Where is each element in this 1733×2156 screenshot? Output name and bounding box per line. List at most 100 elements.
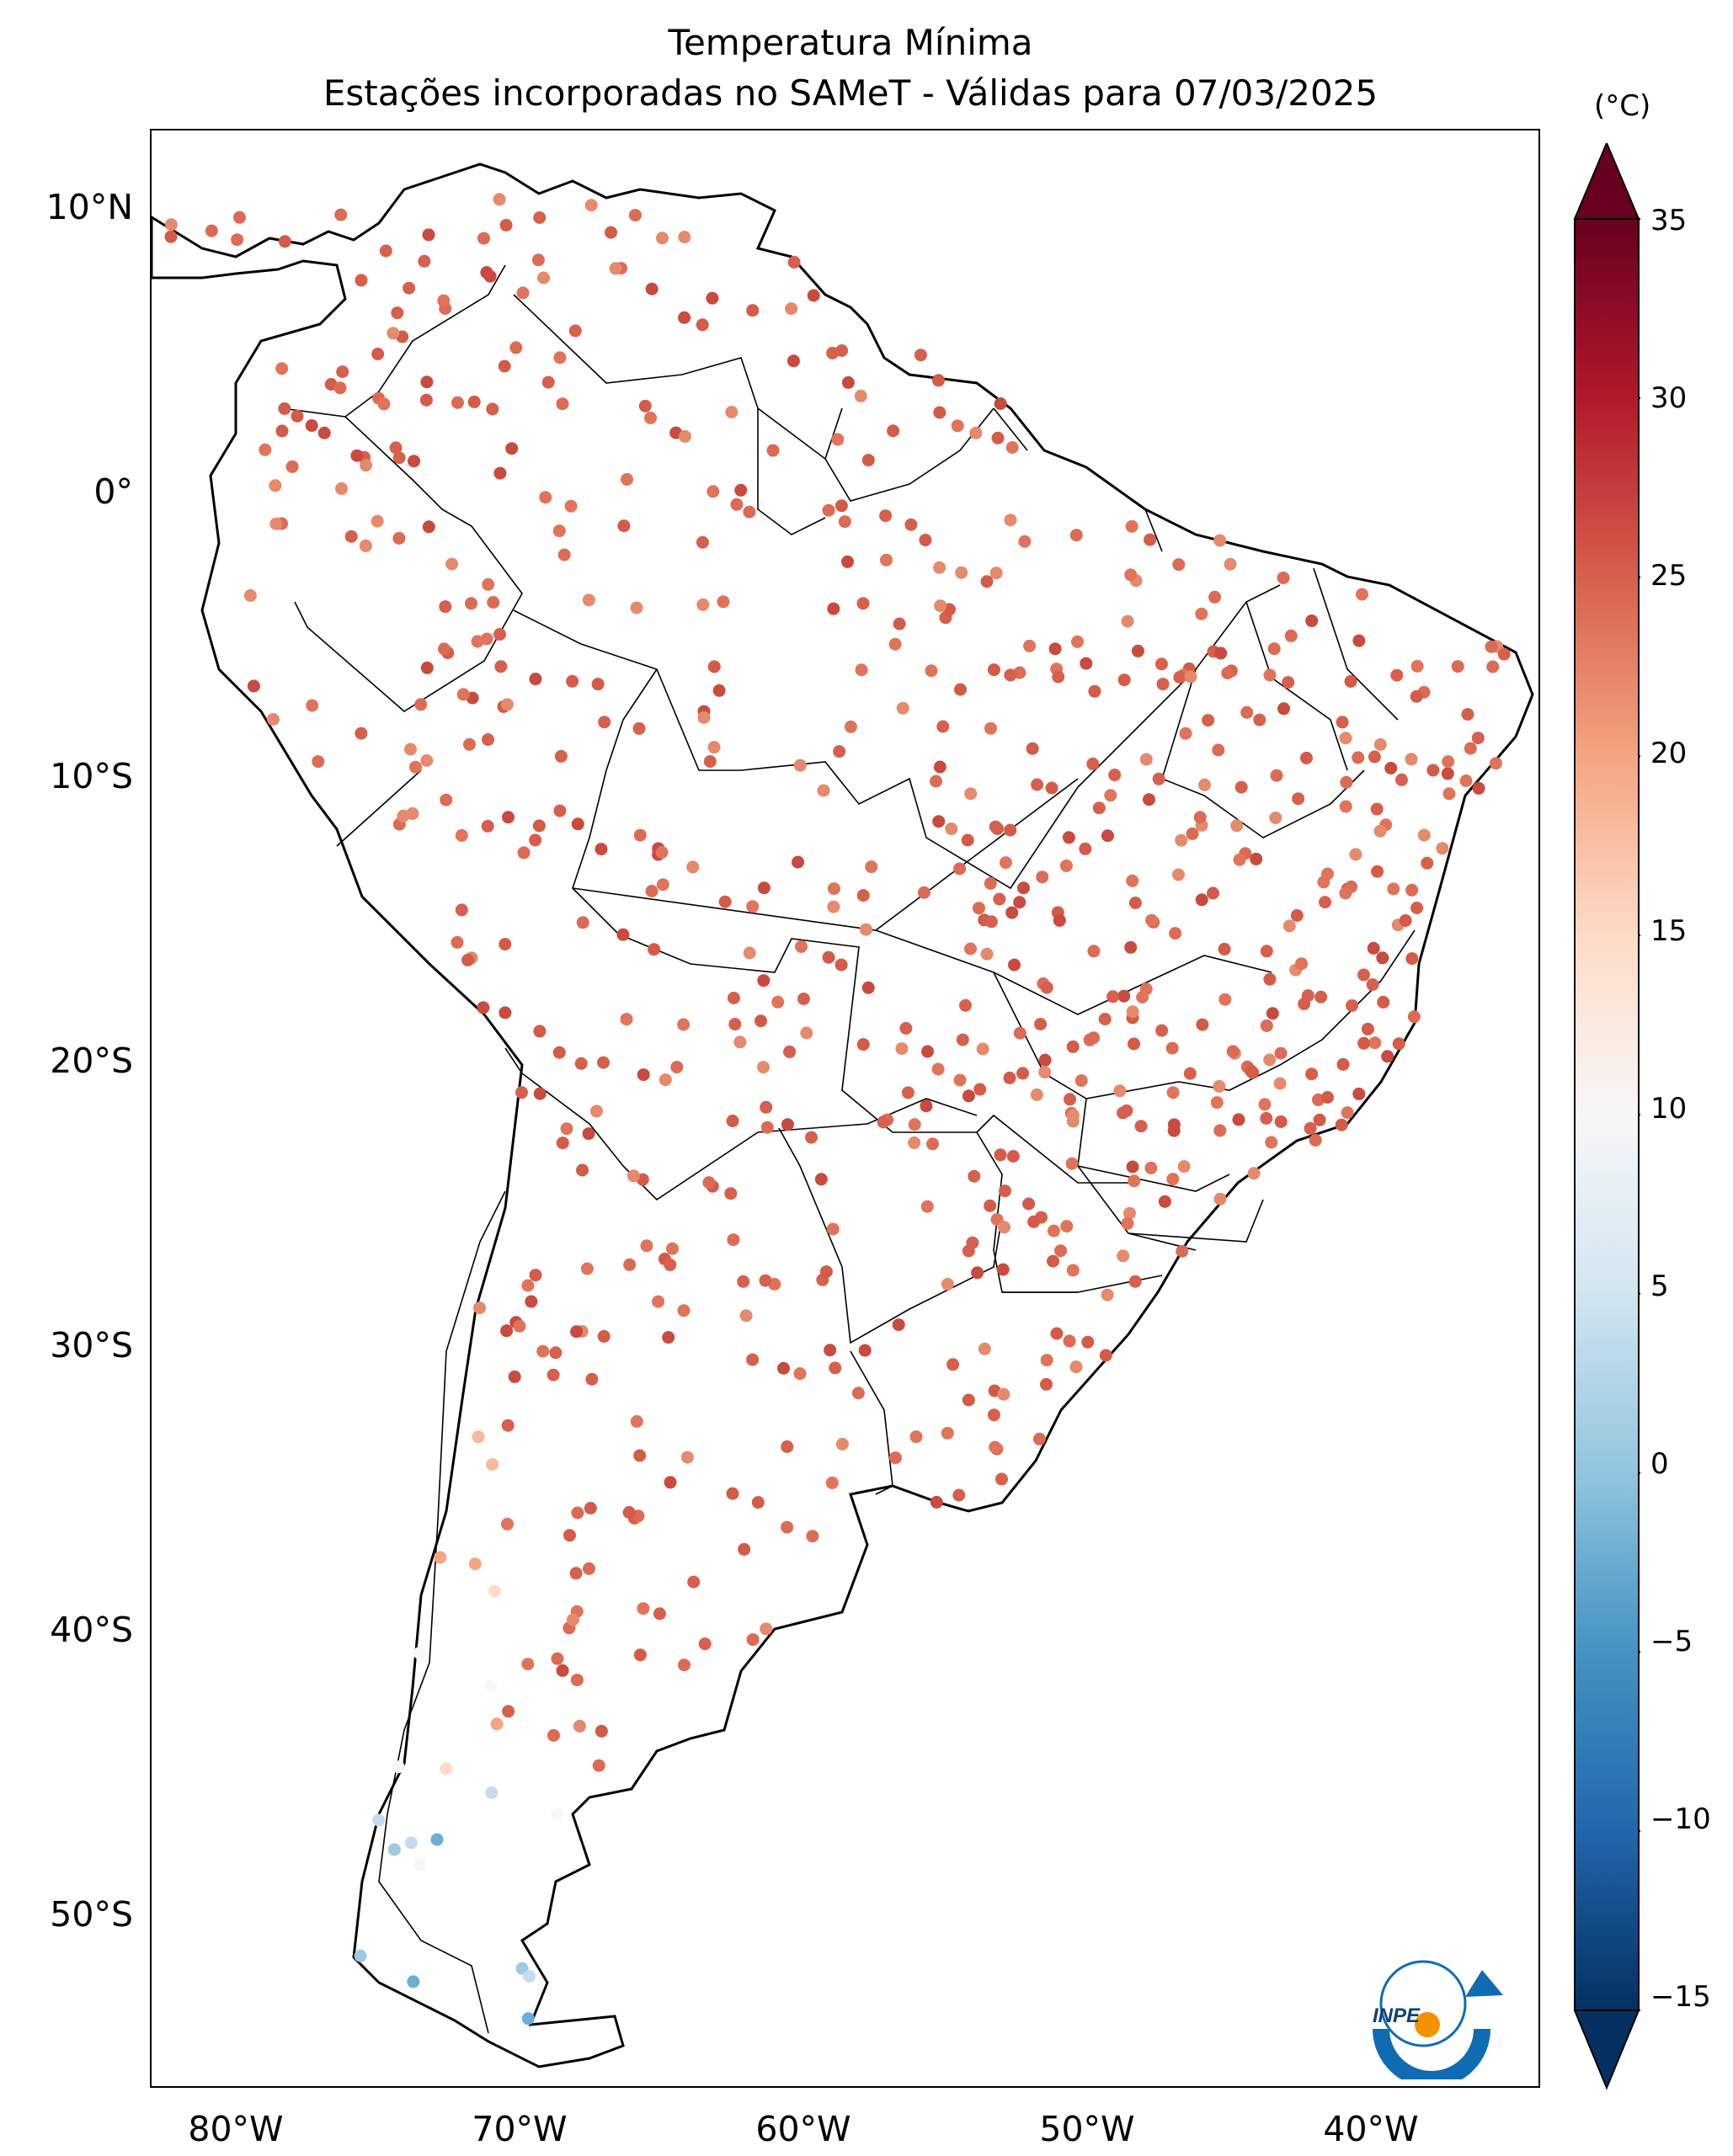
station-point <box>1367 941 1380 955</box>
station-point <box>856 597 870 610</box>
station-point <box>569 1567 583 1580</box>
colorbar-tick-20: 20 <box>1650 737 1688 770</box>
station-point <box>266 713 280 726</box>
station-point <box>1253 713 1266 727</box>
station-point <box>993 892 1006 906</box>
station-point <box>1260 1019 1273 1032</box>
station-point <box>1123 1206 1136 1220</box>
station-point <box>1230 819 1244 833</box>
station-point <box>1260 1111 1273 1125</box>
station-point <box>501 1517 514 1530</box>
colorbar-tick-10: 10 <box>1650 1092 1688 1126</box>
station-point <box>1356 588 1368 601</box>
station-point <box>1186 827 1199 840</box>
station-point <box>1357 1036 1371 1050</box>
station-point <box>547 1368 560 1381</box>
station-point <box>1284 629 1298 642</box>
station-point <box>1125 519 1138 533</box>
station-point <box>1300 751 1313 764</box>
station-point <box>1195 893 1208 907</box>
station-point <box>1441 767 1454 780</box>
station-point <box>1004 514 1017 527</box>
station-point <box>856 1038 870 1051</box>
station-point <box>164 218 178 232</box>
station-point <box>933 406 946 419</box>
station-point <box>1292 792 1305 806</box>
station-point <box>627 1169 640 1183</box>
station-point <box>678 231 691 244</box>
station-point <box>1113 1084 1127 1098</box>
station-point <box>920 1099 933 1113</box>
station-point <box>743 946 756 960</box>
station-point <box>549 1346 563 1360</box>
station-point <box>999 1184 1011 1198</box>
station-point <box>856 889 870 902</box>
station-point <box>414 698 428 711</box>
station-point <box>807 289 820 302</box>
station-point <box>1405 883 1419 897</box>
station-points <box>164 193 1511 2026</box>
colorbar-tick-15: 15 <box>1650 914 1688 948</box>
station-point <box>819 1265 833 1279</box>
station-point <box>451 935 464 949</box>
station-point <box>1208 590 1222 604</box>
station-point <box>827 882 840 896</box>
station-point <box>1277 571 1290 584</box>
station-point <box>991 431 1005 445</box>
station-point <box>1066 1040 1080 1053</box>
station-point <box>1176 1244 1189 1258</box>
station-point <box>800 1026 813 1040</box>
station-point <box>783 1045 796 1058</box>
station-point <box>278 402 291 415</box>
station-point <box>814 1173 828 1186</box>
station-point <box>445 557 459 571</box>
station-point <box>1221 667 1234 679</box>
station-point <box>851 1387 865 1400</box>
station-point <box>547 1728 560 1742</box>
station-point <box>1005 906 1019 919</box>
station-point <box>1218 993 1232 1006</box>
station-point <box>655 846 669 859</box>
station-point <box>312 755 325 769</box>
station-point <box>413 1858 427 1871</box>
station-point <box>760 1100 773 1114</box>
station-point <box>822 503 835 517</box>
station-point <box>409 760 422 774</box>
station-point <box>730 498 744 511</box>
station-point <box>633 1648 647 1662</box>
station-point <box>1497 647 1511 661</box>
station-point <box>1128 1037 1140 1051</box>
station-point <box>930 1495 943 1509</box>
station-point <box>1126 1160 1139 1174</box>
station-point <box>718 895 732 908</box>
station-point <box>1117 1106 1129 1120</box>
station-point <box>574 1057 588 1070</box>
station-point <box>1301 989 1314 1003</box>
station-point <box>1145 913 1159 927</box>
lat-label-0: 0° <box>93 471 133 512</box>
station-point <box>824 1344 837 1357</box>
station-point <box>1213 1079 1226 1093</box>
station-point <box>404 743 417 756</box>
lon-label-40w: 40°W <box>1323 2109 1419 2149</box>
station-point <box>487 596 500 609</box>
station-point <box>1377 995 1390 1009</box>
station-point <box>945 822 958 835</box>
station-point <box>951 419 964 433</box>
station-point <box>533 1025 547 1038</box>
station-point <box>1060 1220 1074 1233</box>
station-point <box>738 1542 751 1556</box>
station-point <box>430 1833 444 1846</box>
station-point <box>638 399 652 413</box>
station-point <box>1274 1115 1288 1128</box>
station-point <box>1156 678 1170 691</box>
station-point <box>1040 1377 1053 1391</box>
station-point <box>706 291 719 305</box>
station-point <box>499 1006 512 1019</box>
station-point <box>554 749 568 763</box>
station-point <box>231 233 244 247</box>
station-point <box>1464 742 1477 755</box>
station-point <box>941 1426 954 1440</box>
station-point <box>420 753 434 767</box>
station-point <box>1013 896 1026 909</box>
